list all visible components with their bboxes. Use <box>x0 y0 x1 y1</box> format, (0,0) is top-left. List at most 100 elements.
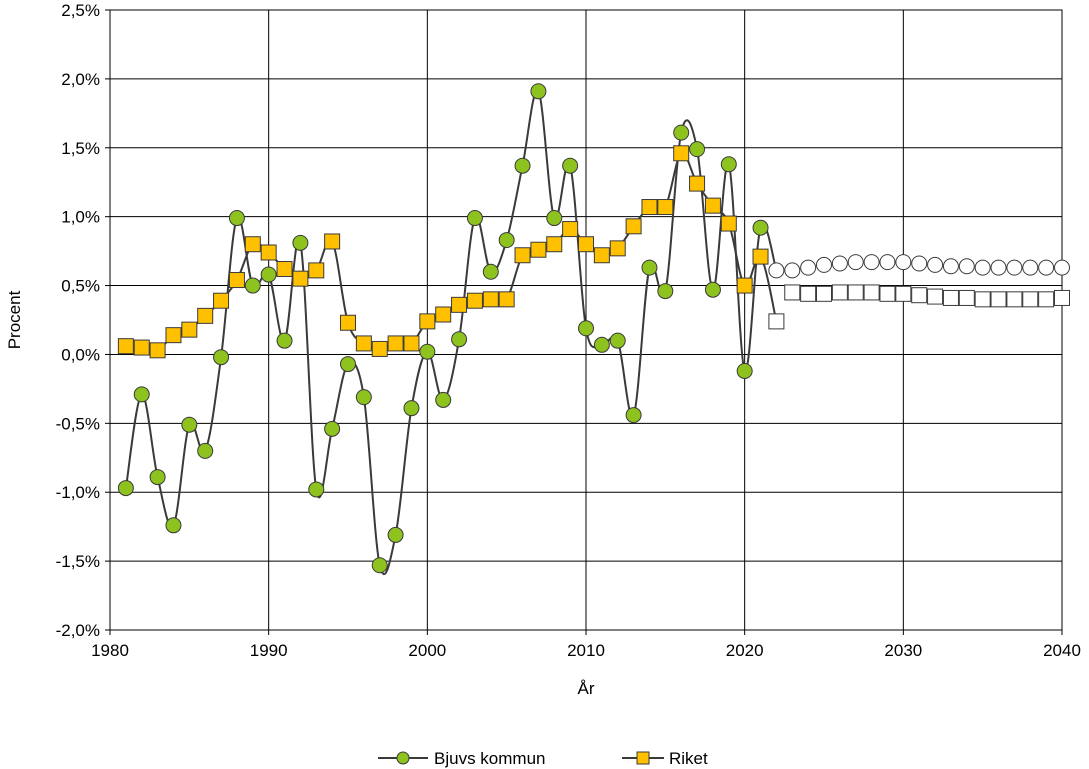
forecast-point-bjuvs-kommun <box>958 258 975 275</box>
data-point-riket <box>197 307 214 324</box>
data-point-riket <box>673 145 690 162</box>
data-point-bjuvs-kommun <box>498 232 515 249</box>
forecast-point-bjuvs-kommun <box>847 254 864 271</box>
legend-item-bjuvs-kommun: Bjuvs kommun <box>378 749 545 768</box>
series-group <box>117 83 1070 575</box>
data-point-bjuvs-kommun <box>752 219 769 236</box>
data-point-riket <box>609 240 626 257</box>
data-point-riket <box>451 296 468 313</box>
forecast-point-riket <box>816 285 832 302</box>
data-point-riket <box>308 262 325 279</box>
y-tick-label: 2,0% <box>61 70 100 89</box>
data-point-bjuvs-kommun <box>609 332 626 349</box>
forecast-point-bjuvs-kommun <box>1022 259 1039 276</box>
data-point-bjuvs-kommun <box>197 442 214 459</box>
data-point-riket <box>213 292 230 309</box>
forecast-point-bjuvs-kommun <box>784 262 801 279</box>
data-point-riket <box>228 272 245 289</box>
data-point-bjuvs-kommun <box>244 277 261 294</box>
forecast-point-bjuvs-kommun <box>927 256 944 273</box>
forecast-point-bjuvs-kommun <box>816 256 832 273</box>
y-tick-label: 0,0% <box>61 345 100 364</box>
legend-label-bjuvs-kommun: Bjuvs kommun <box>434 749 545 768</box>
series-riket <box>117 145 1070 359</box>
forecast-point-bjuvs-kommun <box>831 255 848 272</box>
x-tick-label: 2040 <box>1043 641 1081 660</box>
data-point-bjuvs-kommun <box>355 389 372 406</box>
data-point-riket <box>752 248 769 265</box>
data-point-bjuvs-kommun <box>435 391 452 408</box>
forecast-point-riket <box>895 285 912 302</box>
data-point-riket <box>704 197 721 214</box>
forecast-point-bjuvs-kommun <box>863 254 880 271</box>
data-point-riket <box>482 291 499 308</box>
x-axis-title: År <box>578 679 595 698</box>
data-point-riket <box>546 236 563 253</box>
data-point-bjuvs-kommun <box>149 469 166 486</box>
data-point-bjuvs-kommun <box>657 283 674 300</box>
data-point-bjuvs-kommun <box>562 157 579 174</box>
data-point-bjuvs-kommun <box>260 266 277 283</box>
y-tick-label: 1,0% <box>61 208 100 227</box>
data-point-riket <box>371 340 388 357</box>
data-point-riket <box>435 306 452 323</box>
forecast-point-bjuvs-kommun <box>911 255 928 272</box>
legend-item-riket: Riket <box>622 749 708 768</box>
data-point-riket <box>466 292 483 309</box>
data-point-riket <box>689 175 706 192</box>
forecast-point-riket <box>879 285 896 302</box>
forecast-point-riket <box>911 287 928 304</box>
data-point-bjuvs-kommun <box>181 416 198 433</box>
data-point-riket <box>276 261 293 278</box>
data-point-riket <box>340 314 356 331</box>
data-point-bjuvs-kommun <box>689 141 706 158</box>
legend-marker-riket <box>636 751 650 765</box>
data-point-bjuvs-kommun <box>720 156 737 173</box>
data-point-bjuvs-kommun <box>165 517 182 534</box>
data-point-riket <box>657 199 674 216</box>
grid <box>109 9 1063 631</box>
forecast-point-bjuvs-kommun <box>974 259 991 276</box>
forecast-point-riket <box>863 284 880 301</box>
data-point-riket <box>181 321 198 338</box>
data-point-bjuvs-kommun <box>530 83 547 100</box>
data-point-riket <box>292 270 309 287</box>
x-tick-label: 2010 <box>567 641 605 660</box>
data-point-bjuvs-kommun <box>387 526 404 543</box>
data-point-bjuvs-kommun <box>673 124 690 141</box>
data-point-bjuvs-kommun <box>324 420 341 437</box>
data-point-bjuvs-kommun <box>704 281 721 298</box>
data-point-bjuvs-kommun <box>276 332 293 349</box>
data-point-bjuvs-kommun <box>340 356 356 373</box>
data-point-bjuvs-kommun <box>736 362 753 379</box>
forecast-point-riket <box>958 289 975 306</box>
y-tick-label: -2,0% <box>56 621 100 640</box>
data-point-riket <box>641 199 658 216</box>
forecast-point-riket <box>1022 291 1039 308</box>
data-point-riket <box>403 335 420 352</box>
data-point-riket <box>244 236 261 253</box>
data-point-riket <box>498 291 515 308</box>
data-point-riket <box>419 313 436 330</box>
data-point-bjuvs-kommun <box>292 234 309 251</box>
legend-label-riket: Riket <box>669 749 708 768</box>
data-point-riket <box>530 241 547 258</box>
y-tick-label: -1,0% <box>56 483 100 502</box>
data-point-bjuvs-kommun <box>419 343 436 360</box>
data-point-riket <box>117 338 134 355</box>
data-point-bjuvs-kommun <box>482 263 499 280</box>
forecast-point-riket <box>990 291 1007 308</box>
data-point-riket <box>260 244 277 261</box>
x-tick-label: 2030 <box>884 641 922 660</box>
forecast-point-riket <box>974 291 991 308</box>
data-point-bjuvs-kommun <box>117 480 134 497</box>
data-point-bjuvs-kommun <box>466 210 483 227</box>
forecast-point-bjuvs-kommun <box>768 262 785 279</box>
forecast-point-riket <box>1006 291 1023 308</box>
legend: Bjuvs kommun Riket <box>378 749 708 768</box>
forecast-point-bjuvs-kommun <box>942 258 959 275</box>
data-point-riket <box>514 247 531 264</box>
series-bjuvs-kommun <box>117 83 1070 575</box>
y-tick-label: -0,5% <box>56 414 100 433</box>
forecast-point-bjuvs-kommun <box>879 254 896 271</box>
